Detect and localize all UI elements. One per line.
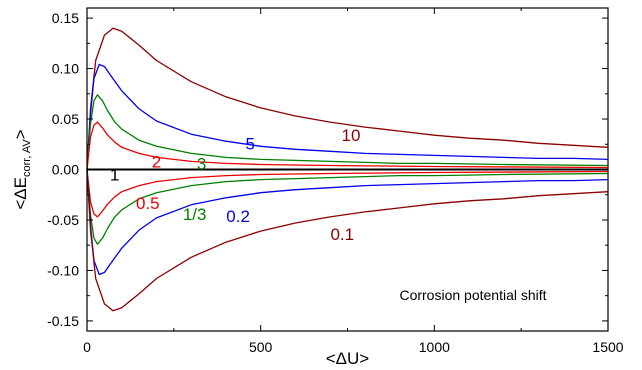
- curve-label-8: 0.1: [330, 225, 354, 244]
- x-axis-title: <ΔU>: [326, 349, 370, 368]
- y-tick-label-3: 0.00: [52, 162, 79, 178]
- y-axis-title-subscript: corr, AV: [21, 139, 33, 177]
- curve-label-1: 5: [246, 134, 255, 153]
- y-tick-label-6: 0.15: [52, 10, 79, 26]
- annotation-text: Corrosion potential shift: [399, 287, 546, 303]
- y-axis-title-end: >: [11, 129, 30, 139]
- curve-label-0: 10: [342, 126, 361, 145]
- curve-label-7: 0.2: [226, 207, 250, 226]
- series-line-1: [86, 63, 609, 170]
- series-line-5: [86, 169, 609, 218]
- y-axis-title: <ΔEcorr, AV>: [11, 129, 33, 209]
- curve-label-3: 2: [152, 152, 161, 171]
- curve-label-2: 3: [197, 155, 206, 174]
- series-line-0: [86, 27, 609, 170]
- series-line-6: [86, 169, 609, 245]
- curve-label-4: 1: [110, 166, 119, 185]
- x-tick-label-1: 500: [249, 339, 273, 355]
- y-axis-title-main: <ΔE: [11, 177, 30, 210]
- series-line-3: [86, 121, 609, 170]
- series-line-8: [86, 169, 609, 312]
- curve-label-5: 0.5: [136, 194, 160, 213]
- y-tick-label-4: 0.05: [52, 111, 79, 127]
- y-tick-label-1: -0.10: [47, 262, 79, 278]
- x-tick-label-3: 1500: [592, 339, 623, 355]
- x-tick-label-0: 0: [83, 339, 91, 355]
- series-line-7: [86, 169, 609, 276]
- curve-label-group: 10 5 3 2 1 0.5 1/3 0.2 0.1: [110, 126, 360, 244]
- x-tick-label-2: 1000: [419, 339, 450, 355]
- series-line-2: [86, 94, 609, 170]
- curve-label-6: 1/3: [183, 205, 207, 224]
- y-tick-label-5: 0.10: [52, 61, 79, 77]
- tick-label-group: 0 500 1000 1500 -0.15 -0.10 -0.05 0.00 0.05 0.10 0…: [47, 10, 624, 355]
- y-tick-label-0: -0.15: [47, 313, 79, 329]
- plot-frame: [86, 7, 609, 332]
- curve-group: [86, 27, 609, 312]
- y-tick-label-2: -0.05: [47, 212, 79, 228]
